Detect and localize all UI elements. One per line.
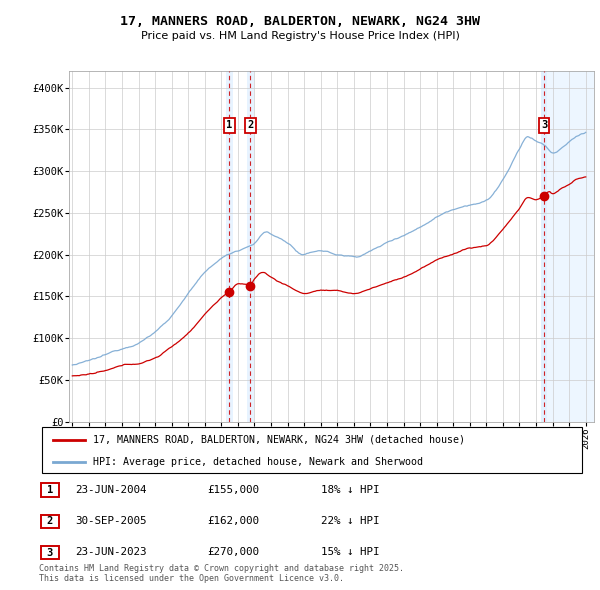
FancyBboxPatch shape xyxy=(42,427,582,473)
FancyBboxPatch shape xyxy=(41,514,59,528)
Text: 17, MANNERS ROAD, BALDERTON, NEWARK, NG24 3HW (detached house): 17, MANNERS ROAD, BALDERTON, NEWARK, NG2… xyxy=(94,435,466,445)
Text: 17, MANNERS ROAD, BALDERTON, NEWARK, NG24 3HW: 17, MANNERS ROAD, BALDERTON, NEWARK, NG2… xyxy=(120,15,480,28)
Text: 30-SEP-2005: 30-SEP-2005 xyxy=(75,516,146,526)
Text: £270,000: £270,000 xyxy=(207,548,259,557)
Text: HPI: Average price, detached house, Newark and Sherwood: HPI: Average price, detached house, Newa… xyxy=(94,457,424,467)
Text: 2: 2 xyxy=(247,120,253,130)
Text: 2: 2 xyxy=(47,516,53,526)
Bar xyxy=(541,71,547,422)
FancyBboxPatch shape xyxy=(41,483,59,497)
Text: 23-JUN-2004: 23-JUN-2004 xyxy=(75,485,146,494)
Text: Contains HM Land Registry data © Crown copyright and database right 2025.
This d: Contains HM Land Registry data © Crown c… xyxy=(39,563,404,583)
Text: 1: 1 xyxy=(226,120,232,130)
Text: Price paid vs. HM Land Registry's House Price Index (HPI): Price paid vs. HM Land Registry's House … xyxy=(140,31,460,41)
Text: 22% ↓ HPI: 22% ↓ HPI xyxy=(321,516,380,526)
FancyBboxPatch shape xyxy=(41,546,59,559)
Text: 3: 3 xyxy=(47,548,53,558)
Text: 1: 1 xyxy=(47,485,53,495)
Bar xyxy=(247,71,254,422)
Bar xyxy=(226,71,233,422)
Text: 18% ↓ HPI: 18% ↓ HPI xyxy=(321,485,380,494)
Text: £162,000: £162,000 xyxy=(207,516,259,526)
Text: 15% ↓ HPI: 15% ↓ HPI xyxy=(321,548,380,557)
Text: 3: 3 xyxy=(541,120,547,130)
Text: 23-JUN-2023: 23-JUN-2023 xyxy=(75,548,146,557)
Text: £155,000: £155,000 xyxy=(207,485,259,494)
Bar xyxy=(541,71,594,422)
